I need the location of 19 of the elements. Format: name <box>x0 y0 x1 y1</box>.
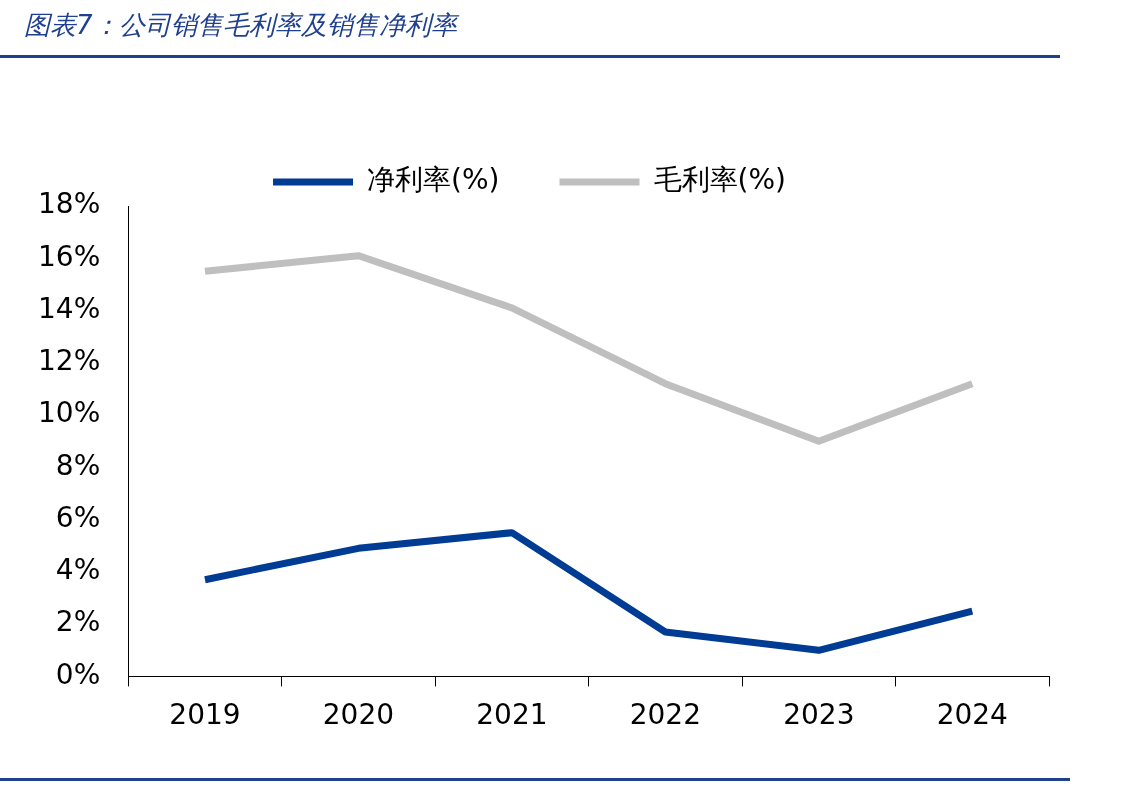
y-tick-label: 0% <box>55 657 101 691</box>
y-tick-label: 4% <box>55 553 101 587</box>
y-tick-label: 14% <box>38 291 101 325</box>
x-tick-label: 2020 <box>322 698 395 732</box>
y-tick-label: 2% <box>55 605 101 639</box>
y-tick-label: 8% <box>55 448 101 482</box>
x-tick-label: 2019 <box>169 698 241 732</box>
y-tick-label: 12% <box>38 344 101 378</box>
x-tick-label: 2023 <box>783 698 855 732</box>
x-tick-label: 2024 <box>936 698 1008 732</box>
chart-title: 图表7：公司销售毛利率及销售净利率 <box>23 9 461 42</box>
y-tick-label: 10% <box>38 396 101 430</box>
legend-label: 净利率(%) <box>367 163 500 197</box>
y-tick-label: 16% <box>38 239 101 273</box>
x-tick-label: 2022 <box>629 698 701 732</box>
y-tick-label: 6% <box>55 500 101 534</box>
y-tick-label: 18% <box>38 187 101 221</box>
legend-label: 毛利率(%) <box>653 163 786 197</box>
x-tick-label: 2021 <box>476 698 548 732</box>
